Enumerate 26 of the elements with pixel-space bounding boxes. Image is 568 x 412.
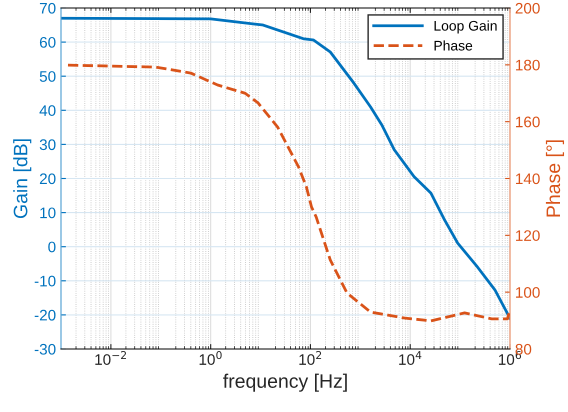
y-tick-label: 0 xyxy=(48,242,56,252)
y-tick-label: 20 xyxy=(40,173,56,184)
y-tick-label: 30 xyxy=(40,139,56,150)
y2-tick-label: 200 xyxy=(516,2,540,14)
y-tick-label: 50 xyxy=(40,71,56,82)
x-tick-label: 10$^{−2}$ xyxy=(95,351,126,365)
y2-tick-label: 100 xyxy=(516,287,540,298)
x-tick-label: 10$^{2}$ xyxy=(299,351,322,365)
y-tick-label: -30 xyxy=(34,344,56,355)
y-tick-label: -20 xyxy=(34,310,56,321)
x-tick-label: 10$^{0}$ xyxy=(200,351,222,365)
y2-tick-label: 160 xyxy=(516,116,540,128)
y2-tick-label: 140 xyxy=(516,173,540,184)
y-tick-label: 10 xyxy=(40,207,56,218)
y-tick-label: 60 xyxy=(40,36,56,48)
y-tick-label: 40 xyxy=(40,105,56,116)
y2-tick-label: 180 xyxy=(516,60,540,71)
legend-label: Phase xyxy=(434,40,472,51)
y2-tick-label: 120 xyxy=(516,230,540,242)
x-axis-title: frequency [Hz] xyxy=(223,374,347,392)
y-tick-label: -10 xyxy=(34,276,56,286)
y-axis-title: Gain [dB] xyxy=(13,139,32,218)
y2-axis-title: Phase [°] xyxy=(546,140,564,216)
y-tick-label: 70 xyxy=(40,2,56,14)
x-tick-label: 10$^{4}$ xyxy=(399,351,422,365)
legend-label: Loop Gain xyxy=(434,20,497,34)
